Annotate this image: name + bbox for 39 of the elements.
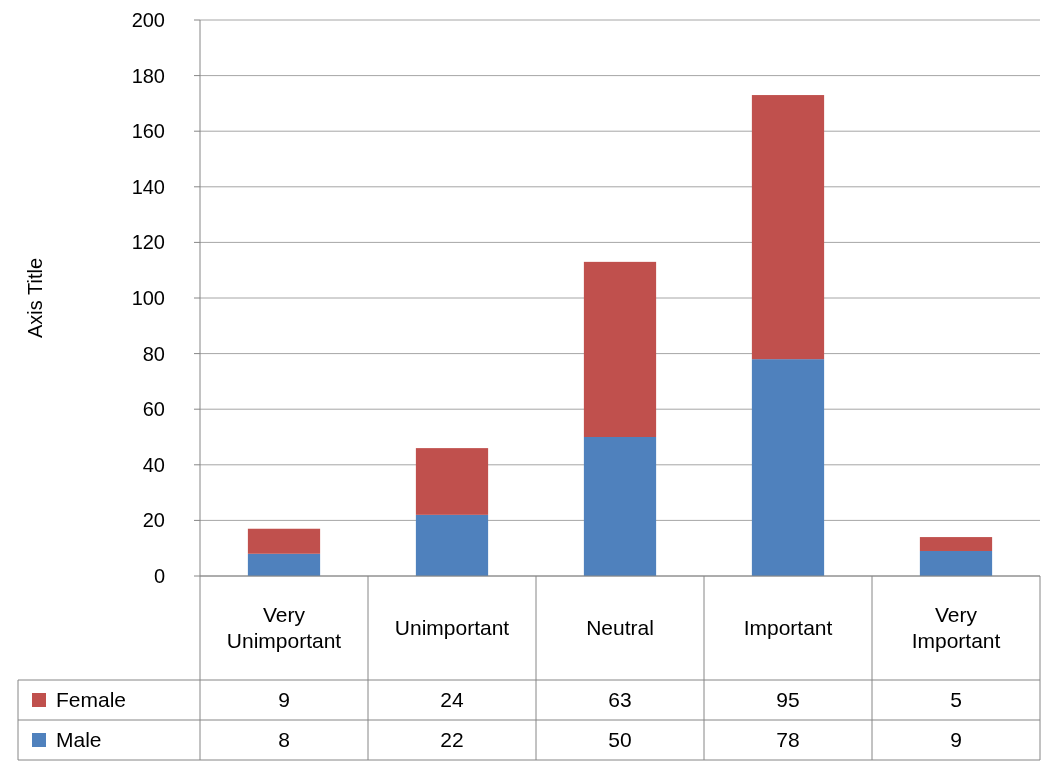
data-label: 63 <box>608 688 632 712</box>
y-tick-label: 80 <box>142 342 165 365</box>
data-label: 9 <box>950 728 962 752</box>
bar <box>919 537 993 551</box>
x-tick-label: Very Unimportant <box>226 603 342 653</box>
y-tick-label: 40 <box>142 453 165 476</box>
bar <box>919 550 993 576</box>
bar <box>583 437 657 576</box>
data-label: 22 <box>440 728 464 752</box>
x-tick-label: Very Important <box>911 603 1001 653</box>
data-label: 50 <box>608 728 632 752</box>
x-tick-label: Unimportant <box>394 616 510 640</box>
y-tick-label: 120 <box>131 231 165 254</box>
data-label: 5 <box>950 688 962 712</box>
legend-label: Female <box>56 688 127 712</box>
bar <box>247 528 321 554</box>
bar <box>415 514 489 576</box>
data-label: 95 <box>776 688 800 712</box>
y-tick-label: 140 <box>131 175 165 198</box>
data-label: 9 <box>278 688 290 712</box>
y-tick-label: 60 <box>142 398 165 421</box>
data-label: 78 <box>776 728 800 752</box>
data-label: 8 <box>278 728 290 752</box>
bar <box>415 448 489 515</box>
bar <box>247 553 321 576</box>
y-axis-title: Axis Title <box>24 257 46 339</box>
y-tick-label: 100 <box>131 287 165 309</box>
x-tick-label: Important <box>743 616 833 640</box>
y-tick-label: 0 <box>153 565 165 587</box>
bar <box>751 95 825 360</box>
y-tick-label: 160 <box>131 120 165 143</box>
y-tick-label: 180 <box>131 64 165 87</box>
y-tick-label: 200 <box>131 9 165 31</box>
bar <box>751 359 825 576</box>
bar <box>583 261 657 437</box>
legend-label: Male <box>56 728 102 752</box>
x-tick-label: Neutral <box>586 616 654 640</box>
data-label: 24 <box>440 688 464 712</box>
y-tick-label: 20 <box>142 509 165 532</box>
